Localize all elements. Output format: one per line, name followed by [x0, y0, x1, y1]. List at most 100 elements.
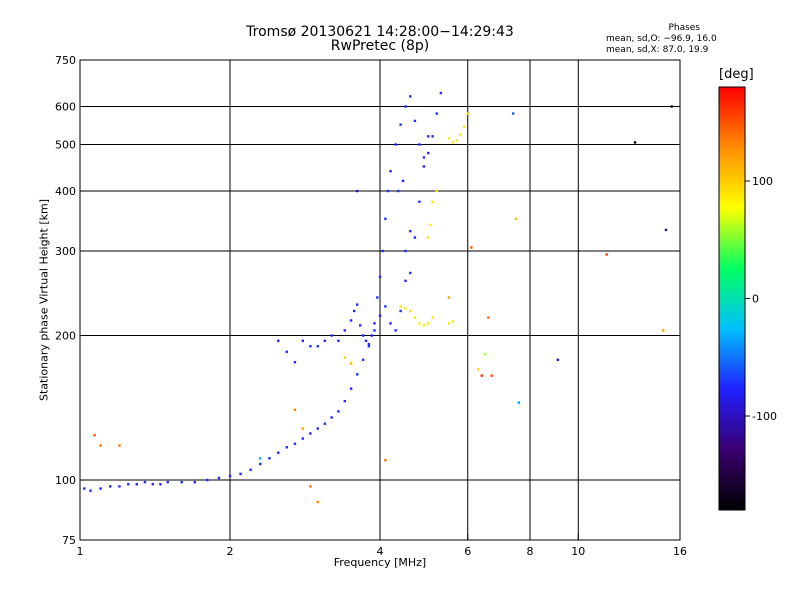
data-point — [135, 483, 138, 486]
y-tick-label: 400 — [55, 185, 76, 198]
data-point — [413, 119, 417, 123]
data-point — [413, 316, 417, 319]
data-point — [285, 446, 288, 449]
data-point — [389, 322, 392, 325]
colorbar: -100 0 100 — [718, 86, 777, 511]
data-point — [217, 476, 221, 480]
x-tick-label: 8 — [527, 545, 534, 558]
data-point — [349, 319, 353, 322]
data-point — [431, 200, 434, 203]
y-tick-label: 100 — [55, 474, 76, 487]
x-tick-label: 6 — [464, 545, 471, 558]
data-point — [418, 322, 421, 325]
data-point — [427, 236, 430, 239]
data-point — [435, 112, 438, 115]
data-point — [605, 253, 608, 256]
data-point — [459, 133, 462, 136]
data-point — [514, 217, 518, 221]
data-point — [143, 480, 147, 484]
data-point — [337, 339, 340, 343]
data-point — [664, 228, 668, 232]
colorbar-label: [deg] — [719, 67, 754, 82]
data-point — [343, 329, 347, 332]
data-point — [358, 324, 362, 327]
data-point — [418, 200, 421, 203]
data-point — [180, 480, 183, 484]
data-point — [349, 387, 353, 390]
data-point — [396, 189, 400, 193]
data-point — [661, 329, 665, 332]
data-point — [447, 137, 451, 140]
data-point — [483, 352, 487, 356]
data-point — [301, 427, 305, 430]
data-point — [384, 458, 387, 462]
x-tick-label: 1 — [77, 545, 84, 558]
data-point — [355, 373, 359, 376]
data-point — [259, 457, 262, 460]
data-point — [455, 139, 458, 142]
axis-ticks: 1 2 4 6 8 10 16 75 100 200 300 400 500 600 750 — [55, 54, 687, 558]
data-point — [83, 487, 86, 490]
data-point — [394, 143, 397, 146]
data-point — [451, 320, 455, 323]
data-point — [447, 322, 451, 325]
data-point — [118, 444, 121, 447]
colorbar-tick-label: -100 — [752, 410, 777, 423]
x-axis-label: Frequency [MHz] — [333, 556, 427, 569]
data-point — [370, 334, 373, 337]
colorbar-tick-label: 0 — [752, 293, 759, 306]
data-point — [293, 360, 297, 364]
data-point — [367, 345, 371, 348]
data-point — [259, 462, 262, 466]
data-point — [367, 342, 371, 346]
data-point — [480, 374, 483, 377]
data-point — [361, 358, 365, 362]
data-point — [349, 362, 353, 365]
data-point — [409, 271, 412, 275]
data-point — [431, 135, 434, 138]
x-tick-label: 10 — [571, 545, 585, 558]
data-point — [151, 483, 155, 486]
data-point — [511, 112, 515, 115]
y-tick-label: 500 — [55, 139, 76, 152]
grid-lines — [80, 60, 680, 540]
data-point — [343, 399, 347, 403]
data-point — [394, 329, 397, 332]
y-tick-label: 600 — [55, 101, 76, 114]
data-point — [277, 451, 280, 454]
data-point — [249, 468, 252, 472]
data-point — [268, 457, 271, 460]
data-point — [309, 485, 312, 488]
data-point — [323, 339, 327, 343]
data-point — [487, 316, 490, 319]
data-point — [316, 427, 319, 430]
data-point — [427, 151, 430, 155]
data-point — [193, 480, 197, 484]
data-point — [373, 329, 376, 332]
data-points — [83, 91, 673, 504]
data-point — [355, 189, 359, 193]
data-point — [477, 368, 480, 371]
data-point — [404, 307, 407, 310]
data-point — [427, 322, 430, 325]
data-point — [309, 345, 312, 348]
data-point — [490, 374, 493, 377]
data-point — [159, 483, 162, 486]
data-point — [93, 433, 96, 437]
data-point — [386, 189, 390, 193]
data-point — [109, 485, 112, 488]
data-point — [384, 305, 387, 308]
data-point — [228, 474, 232, 478]
data-point — [89, 489, 92, 492]
data-point — [409, 309, 412, 313]
stats-o-mode: mean, sd,O: −96.9, 16.0 — [606, 34, 717, 44]
y-tick-label: 75 — [62, 534, 76, 547]
data-point — [376, 296, 379, 299]
data-point — [422, 165, 426, 168]
data-point — [364, 339, 368, 343]
data-point — [422, 156, 426, 159]
data-point — [239, 472, 242, 476]
colorbar-tick-label: 100 — [752, 175, 773, 188]
y-tick-label: 200 — [55, 330, 76, 343]
